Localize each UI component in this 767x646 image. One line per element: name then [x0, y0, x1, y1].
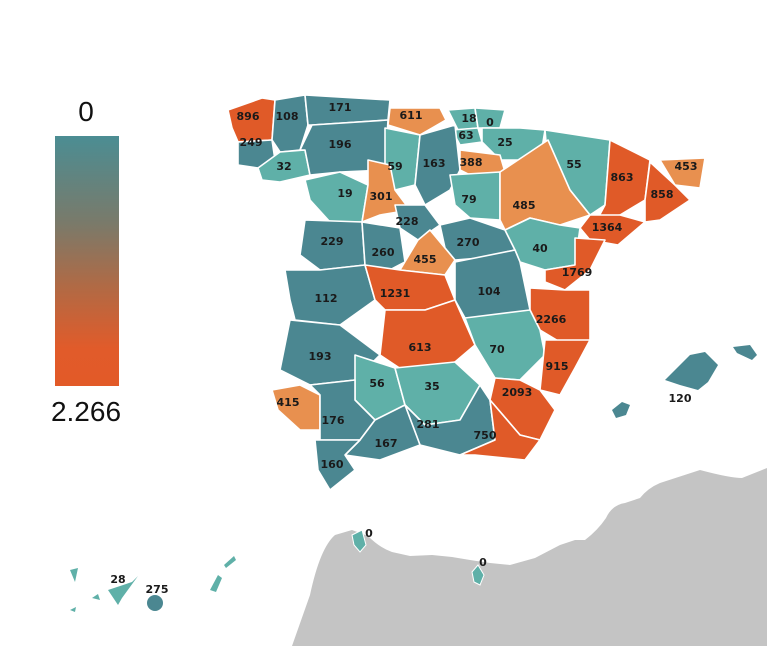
svg-text:388: 388 — [460, 156, 483, 169]
svg-text:228: 228 — [396, 215, 419, 228]
svg-text:63: 63 — [458, 129, 473, 142]
legend-color-bar — [55, 136, 119, 386]
svg-text:55: 55 — [566, 158, 581, 171]
svg-text:0: 0 — [486, 116, 494, 129]
svg-text:167: 167 — [375, 437, 398, 450]
svg-text:28: 28 — [110, 573, 125, 586]
svg-text:160: 160 — [321, 458, 344, 471]
svg-text:2093: 2093 — [502, 386, 533, 399]
svg-text:863: 863 — [611, 171, 634, 184]
svg-text:485: 485 — [513, 199, 536, 212]
svg-text:25: 25 — [497, 136, 512, 149]
svg-text:32: 32 — [276, 160, 291, 173]
svg-text:120: 120 — [669, 392, 692, 405]
svg-text:858: 858 — [651, 188, 674, 201]
svg-text:1364: 1364 — [592, 221, 623, 234]
svg-text:35: 35 — [424, 380, 439, 393]
svg-text:59: 59 — [387, 160, 402, 173]
provinces — [70, 94, 757, 612]
svg-text:196: 196 — [329, 138, 352, 151]
svg-text:611: 611 — [400, 109, 423, 122]
svg-text:270: 270 — [457, 236, 480, 249]
svg-text:275: 275 — [146, 583, 169, 596]
svg-text:171: 171 — [329, 101, 352, 114]
svg-text:415: 415 — [277, 396, 300, 409]
svg-text:70: 70 — [489, 343, 505, 356]
svg-text:2266: 2266 — [536, 313, 567, 326]
svg-text:176: 176 — [322, 414, 345, 427]
legend-max-label: 2.266 — [50, 396, 122, 427]
svg-text:229: 229 — [321, 235, 344, 248]
svg-text:0: 0 — [365, 527, 373, 540]
svg-text:18: 18 — [461, 112, 476, 125]
africa-landmass — [292, 468, 767, 646]
svg-text:193: 193 — [309, 350, 332, 363]
svg-text:79: 79 — [461, 193, 476, 206]
svg-text:915: 915 — [546, 360, 569, 373]
svg-text:104: 104 — [478, 285, 501, 298]
svg-text:260: 260 — [372, 246, 395, 259]
svg-text:750: 750 — [474, 429, 497, 442]
svg-text:112: 112 — [315, 292, 338, 305]
svg-text:56: 56 — [369, 377, 385, 390]
svg-text:613: 613 — [409, 341, 432, 354]
svg-text:249: 249 — [240, 136, 263, 149]
svg-text:1769: 1769 — [562, 266, 593, 279]
svg-text:455: 455 — [414, 253, 437, 266]
svg-text:19: 19 — [337, 187, 352, 200]
svg-text:281: 281 — [417, 418, 440, 431]
region-labels: 896 108 171 611 18 0 63 25 249 196 32 59… — [110, 101, 697, 596]
svg-text:896: 896 — [237, 110, 260, 123]
svg-text:1231: 1231 — [380, 287, 411, 300]
svg-text:40: 40 — [532, 242, 548, 255]
svg-text:453: 453 — [675, 160, 698, 173]
legend-min-label: 0 — [78, 96, 94, 127]
svg-text:108: 108 — [276, 110, 299, 123]
svg-text:0: 0 — [479, 556, 487, 569]
svg-text:163: 163 — [423, 157, 446, 170]
svg-text:301: 301 — [370, 190, 393, 203]
